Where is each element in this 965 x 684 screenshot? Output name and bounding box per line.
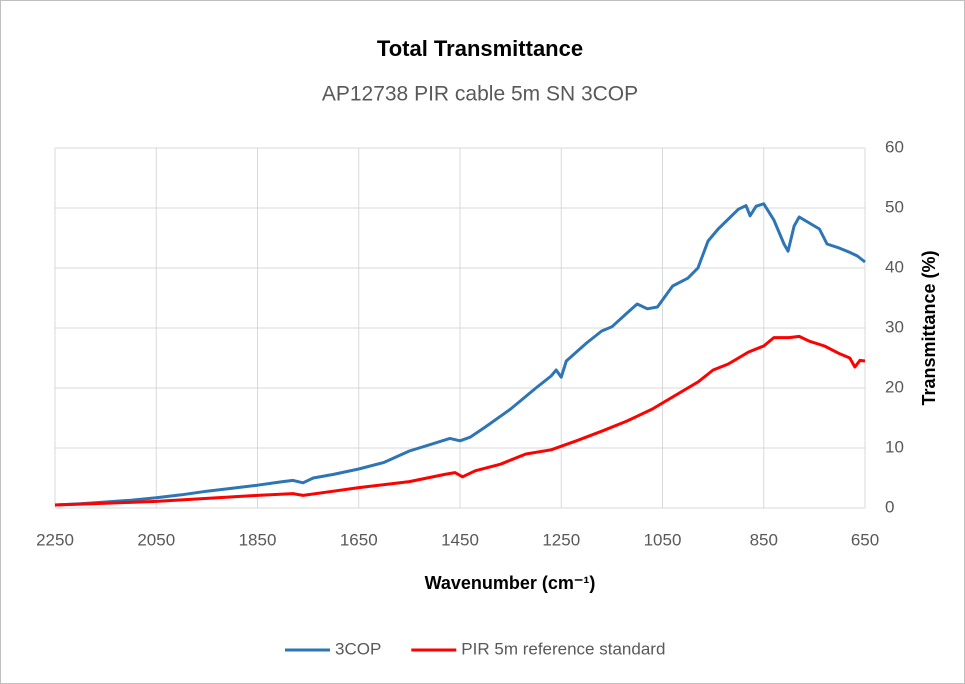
y-tick-label: 30 xyxy=(885,317,904,336)
legend-label: PIR 5m reference standard xyxy=(461,639,665,658)
y-tick-label: 50 xyxy=(885,197,904,216)
y-tick-label: 60 xyxy=(885,137,904,156)
y-tick-label: 20 xyxy=(885,377,904,396)
x-tick-label: 1850 xyxy=(239,530,277,549)
x-tick-label: 1050 xyxy=(644,530,682,549)
chart-subtitle: AP12738 PIR cable 5m SN 3COP xyxy=(322,83,638,106)
y-tick-label: 0 xyxy=(885,497,894,516)
x-axis-label: Wavenumber (cm⁻¹) xyxy=(425,573,596,593)
x-tick-label: 850 xyxy=(750,530,778,549)
series-line xyxy=(54,334,866,507)
x-tick-label: 1650 xyxy=(340,530,378,549)
x-tick-label: 2250 xyxy=(36,530,74,549)
x-tick-label: 650 xyxy=(851,530,879,549)
y-tick-label: 10 xyxy=(885,437,904,456)
x-tick-label: 1250 xyxy=(542,530,580,549)
y-tick-label: 40 xyxy=(885,257,904,276)
x-tick-label: 2050 xyxy=(137,530,175,549)
series-line xyxy=(54,202,866,507)
chart-title: Total Transmittance xyxy=(377,36,583,61)
x-tick-label: 1450 xyxy=(441,530,479,549)
y-axis-label: Transmittance (%) xyxy=(919,250,939,405)
legend-label: 3COP xyxy=(335,639,381,658)
